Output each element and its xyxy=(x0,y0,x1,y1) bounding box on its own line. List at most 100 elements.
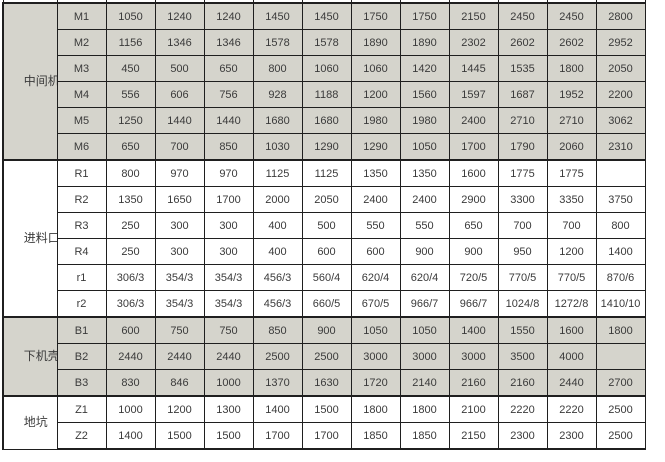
value-cell: 2440 xyxy=(105,343,156,370)
value-cell: 2500 xyxy=(252,343,303,370)
value-cell xyxy=(595,343,646,370)
value-cell: 3000 xyxy=(448,343,499,370)
row-key-M5: M5 xyxy=(56,107,107,134)
value-cell: 2602 xyxy=(546,29,597,56)
value-cell: 2710 xyxy=(546,107,597,134)
value-cell: 2050 xyxy=(301,186,352,213)
value-cell: 500 xyxy=(301,212,352,239)
value-cell: 700 xyxy=(546,212,597,239)
value-cell: 846 xyxy=(154,369,205,397)
value-cell: 970 xyxy=(154,159,205,187)
value-cell: 1030 xyxy=(252,133,303,161)
value-cell: 850 xyxy=(203,133,254,161)
spec-table-body: 中间机壳M11050124012401450145017501750215024… xyxy=(2,0,646,450)
value-cell: 2200 xyxy=(595,81,646,108)
value-cell: 2440 xyxy=(546,369,597,397)
value-cell: 870/6 xyxy=(595,264,646,291)
value-cell: 800 xyxy=(595,212,646,239)
value-cell: 1700 xyxy=(301,422,352,450)
row-key-Z2: Z2 xyxy=(56,422,107,450)
value-cell: 1687 xyxy=(497,81,548,108)
value-cell: 2310 xyxy=(595,133,646,161)
value-cell: 400 xyxy=(252,238,303,265)
value-cell: 966/7 xyxy=(448,290,499,318)
value-cell: 1290 xyxy=(301,133,352,161)
value-cell: 1890 xyxy=(399,29,450,56)
value-cell: 1700 xyxy=(448,133,499,161)
value-cell: 306/3 xyxy=(105,290,156,318)
value-cell: 2500 xyxy=(595,422,646,450)
value-cell: 1400 xyxy=(595,238,646,265)
value-cell: 1125 xyxy=(301,159,352,187)
value-cell: 1060 xyxy=(301,55,352,82)
value-cell: 600 xyxy=(350,238,401,265)
value-cell: 1630 xyxy=(301,369,352,397)
value-cell: 670/5 xyxy=(350,290,401,318)
value-cell: 1980 xyxy=(350,107,401,134)
value-cell: 1600 xyxy=(448,159,499,187)
row-key-Z1: Z1 xyxy=(56,395,107,423)
value-cell: 2400 xyxy=(399,186,450,213)
value-cell: 550 xyxy=(350,212,401,239)
value-cell: 1240 xyxy=(154,2,205,30)
value-cell: 900 xyxy=(448,238,499,265)
value-cell: 1560 xyxy=(399,81,450,108)
value-cell: 650 xyxy=(105,133,156,161)
value-cell: 606 xyxy=(154,81,205,108)
value-cell: 3750 xyxy=(595,186,646,213)
value-cell: 1060 xyxy=(350,55,401,82)
value-cell: 2150 xyxy=(448,422,499,450)
row-key-B3: B3 xyxy=(56,369,107,397)
row-key-M3: M3 xyxy=(56,55,107,82)
value-cell: 300 xyxy=(203,212,254,239)
value-cell: 650 xyxy=(448,212,499,239)
row-key-r2: r2 xyxy=(56,290,107,318)
value-cell: 900 xyxy=(399,238,450,265)
value-cell: 306/3 xyxy=(105,264,156,291)
value-cell: 1370 xyxy=(252,369,303,397)
value-cell: 700 xyxy=(154,133,205,161)
value-cell: 1200 xyxy=(546,238,597,265)
value-cell: 1440 xyxy=(203,107,254,134)
value-cell: 354/3 xyxy=(203,290,254,318)
table-row-Z1: 地坑 Z1 1000 1200 1300 1400 1500 1800 1800 2100 2220… xyxy=(2,395,646,450)
value-cell: 2450 xyxy=(497,2,548,30)
value-cell: 1750 xyxy=(350,2,401,30)
value-cell: 1750 xyxy=(399,2,450,30)
value-cell: 1550 xyxy=(497,316,548,344)
value-cell: 2160 xyxy=(497,369,548,397)
value-cell: 800 xyxy=(252,55,303,82)
group-label-text: 下机壳 xyxy=(23,349,57,363)
value-cell: 1450 xyxy=(301,2,352,30)
value-cell: 770/5 xyxy=(546,264,597,291)
value-cell: 1272/8 xyxy=(546,290,597,318)
value-cell: 830 xyxy=(105,369,156,397)
value-cell: 2952 xyxy=(595,29,646,56)
value-cell: 2140 xyxy=(399,369,450,397)
value-cell: 2800 xyxy=(595,2,646,30)
group-label-text: 中间机壳 xyxy=(23,74,56,88)
table-row-R4: R4 250 300 300 400 600 600 900 900 950 1200 1400 xyxy=(3,238,646,265)
row-key-r1: r1 xyxy=(56,264,107,291)
value-cell: 1400 xyxy=(448,316,499,344)
value-cell: 354/3 xyxy=(154,290,205,318)
value-cell: 2450 xyxy=(546,2,597,30)
value-cell: 560/4 xyxy=(301,264,352,291)
value-cell: 1050 xyxy=(399,316,450,344)
value-cell: 1578 xyxy=(301,29,352,56)
value-cell: 700 xyxy=(497,212,548,239)
value-cell: 1578 xyxy=(252,29,303,56)
table-row-B2: B2 2440 2440 2440 2500 2500 3000 3000 3000 3500 40… xyxy=(3,343,646,370)
value-cell: 450 xyxy=(105,55,156,82)
value-cell: 1050 xyxy=(399,133,450,161)
value-cell: 1200 xyxy=(154,395,205,423)
value-cell: 800 xyxy=(105,159,156,187)
row-key-B1: B1 xyxy=(56,316,107,344)
value-cell: 1200 xyxy=(350,81,401,108)
value-cell: 1500 xyxy=(203,422,254,450)
table-row-M4: M4 556 606 756 928 1188 1200 1560 1597 1687 1952 22… xyxy=(3,81,646,108)
value-cell: 1445 xyxy=(448,55,499,82)
value-cell: 1050 xyxy=(105,2,156,30)
value-cell: 928 xyxy=(252,81,303,108)
value-cell: 1600 xyxy=(546,316,597,344)
